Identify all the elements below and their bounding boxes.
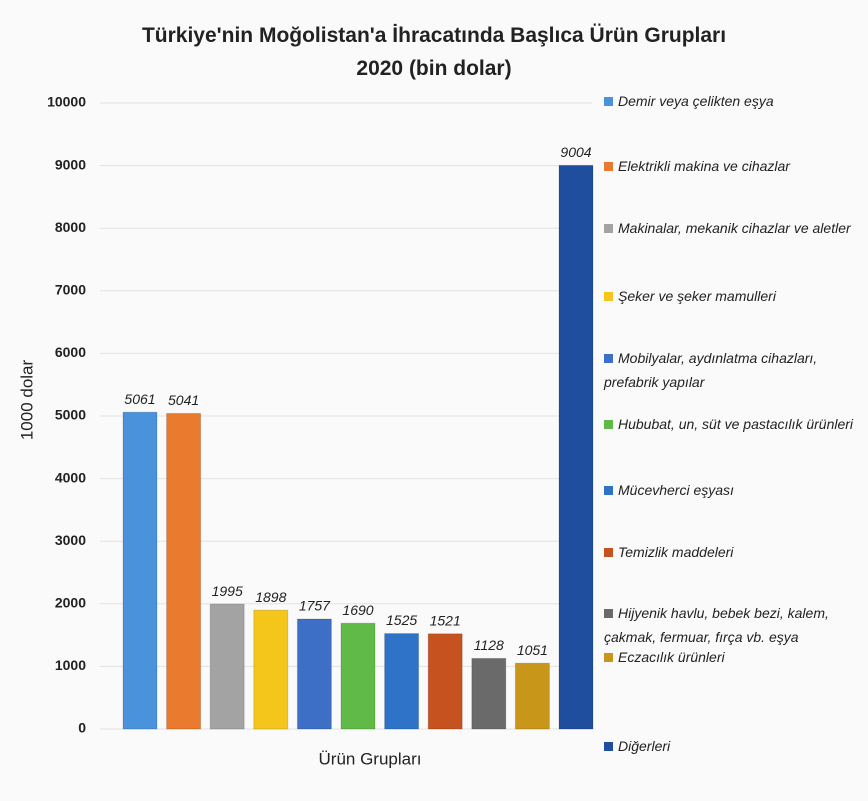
legend-swatch — [604, 653, 613, 662]
legend-item: Mobilyalar, aydınlatma cihazları, prefab… — [604, 346, 866, 394]
legend-item: Elektrikli makina ve cihazlar — [604, 154, 866, 178]
y-tick-label: 6000 — [55, 344, 86, 360]
legend-label: Demir veya çelikten eşya — [618, 93, 774, 109]
bar — [384, 633, 420, 730]
value-label: 1521 — [430, 612, 461, 628]
legend-swatch — [604, 548, 613, 557]
legend-label: Mücevherci eşyası — [618, 482, 734, 498]
bar — [166, 412, 202, 730]
value-label: 1995 — [212, 583, 243, 599]
value-label: 1128 — [474, 637, 504, 653]
legend-item: Temizlik maddeleri — [604, 540, 866, 564]
legend-label: Şeker ve şeker mamulleri — [618, 288, 776, 304]
value-label: 1051 — [517, 642, 548, 658]
value-label: 5061 — [124, 391, 155, 407]
value-label: 9004 — [560, 144, 591, 160]
bar — [514, 662, 550, 730]
y-tick-label: 5000 — [55, 407, 86, 423]
value-label: 1690 — [342, 602, 373, 618]
legend-swatch — [604, 420, 613, 429]
legend-swatch — [604, 486, 613, 495]
legend-item: Makinalar, mekanik cihazlar ve aletler — [604, 216, 866, 240]
bar — [427, 633, 463, 730]
legend-label: Makinalar, mekanik cihazlar ve aletler — [618, 220, 851, 236]
y-tick-label: 3000 — [55, 532, 86, 548]
value-label: 1898 — [255, 589, 286, 605]
bar — [340, 622, 376, 730]
y-axis-label: 1000 dolar — [17, 359, 36, 440]
value-label: 5041 — [168, 392, 199, 408]
y-tick-label: 4000 — [55, 469, 86, 485]
legend-label: Mobilyalar, aydınlatma cihazları, prefab… — [604, 350, 818, 390]
bar — [471, 657, 507, 730]
legend-swatch — [604, 354, 613, 363]
legend-label: Hijyenik havlu, bebek bezi, kalem, çakma… — [604, 605, 829, 645]
chart-title: Türkiye'nin Moğolistan'a İhracatında Baş… — [141, 24, 727, 47]
legend-item: Diğerleri — [604, 734, 866, 758]
bar — [253, 609, 289, 730]
legend-label: Eczacılık ürünleri — [618, 649, 725, 665]
legend-item: Eczacılık ürünleri — [604, 645, 866, 669]
value-label: 1757 — [299, 598, 331, 614]
value-label: 1525 — [386, 612, 417, 628]
legend-item: Demir veya çelikten eşya — [604, 89, 866, 113]
legend-swatch — [604, 224, 613, 233]
legend-swatch — [604, 97, 613, 106]
legend-item: Hijyenik havlu, bebek bezi, kalem, çakma… — [604, 601, 866, 649]
legend-item: Şeker ve şeker mamulleri — [604, 284, 866, 308]
bar — [122, 411, 158, 730]
y-tick-label: 7000 — [55, 282, 86, 298]
y-tick-label: 2000 — [55, 595, 86, 611]
bar — [209, 603, 245, 730]
y-tick-label: 1000 — [55, 657, 86, 673]
y-tick-label: 0 — [78, 720, 86, 736]
legend-item: Mücevherci eşyası — [604, 478, 866, 502]
legend-swatch — [604, 162, 613, 171]
y-tick-label: 10000 — [47, 94, 86, 110]
y-tick-label: 9000 — [55, 156, 86, 172]
legend-label: Temizlik maddeleri — [618, 544, 734, 560]
bar — [558, 164, 594, 730]
bar — [296, 618, 332, 730]
legend-label: Diğerleri — [618, 738, 671, 754]
chart-subtitle: 2020 (bin dolar) — [356, 57, 512, 80]
legend-label: Hububat, un, süt ve pastacılık ürünleri — [618, 416, 854, 432]
legend-item: Hububat, un, süt ve pastacılık ürünleri — [604, 412, 866, 436]
legend-swatch — [604, 609, 613, 618]
legend-label: Elektrikli makina ve cihazlar — [618, 158, 790, 174]
legend-swatch — [604, 292, 613, 301]
x-axis-label: Ürün Grupları — [319, 749, 422, 768]
legend-swatch — [604, 742, 613, 751]
y-tick-label: 8000 — [55, 219, 86, 235]
